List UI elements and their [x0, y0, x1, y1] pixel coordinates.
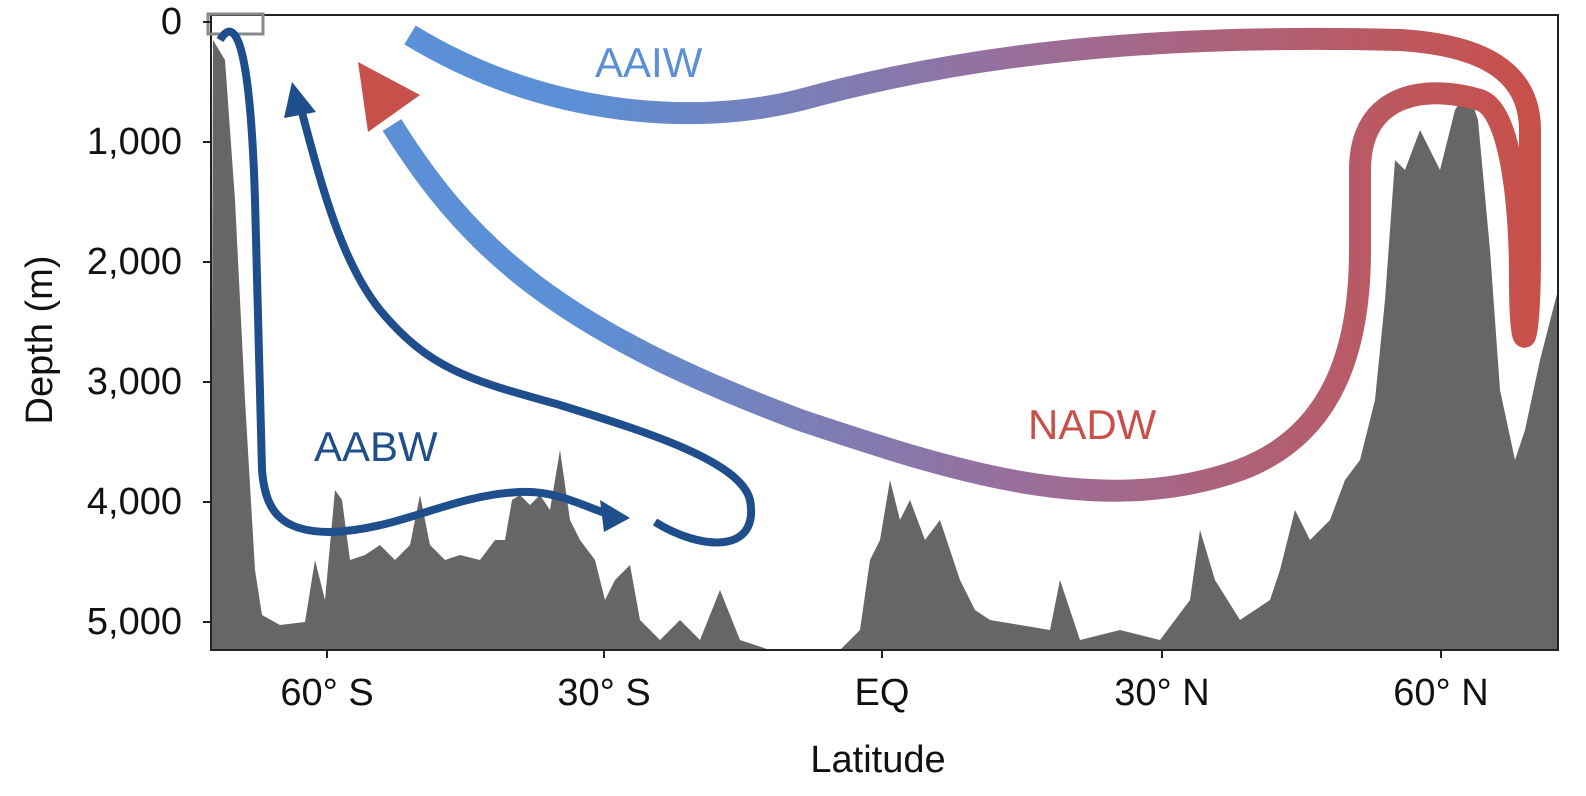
x-axis-title: Latitude — [810, 739, 945, 781]
ticks — [203, 21, 1442, 658]
x-tick-label: 30° S — [557, 672, 650, 714]
y-tick-label: 1,000 — [87, 121, 182, 163]
aabw-label: AABW — [314, 423, 438, 470]
bathymetry — [211, 40, 1558, 650]
y-tick-label: 3,000 — [87, 361, 182, 403]
aabw-arrowhead — [600, 500, 630, 532]
x-tick-label: 30° N — [1114, 672, 1209, 714]
y-tick-label: 2,000 — [87, 241, 182, 283]
y-tick-label: 0 — [161, 1, 182, 43]
nadw-label: NADW — [1028, 401, 1157, 448]
x-tick-label: EQ — [855, 672, 910, 714]
y-tick-label: 4,000 — [87, 481, 182, 523]
nadw-arrowhead — [358, 62, 420, 132]
aabw-flow — [216, 27, 617, 537]
y-axis-title: Depth (m) — [19, 256, 61, 425]
aaiw-nadw-flow — [382, 25, 1541, 502]
plot-frame — [210, 14, 1559, 651]
x-tick-label: 60° N — [1393, 672, 1488, 714]
aaiw-label: AAIW — [595, 39, 703, 86]
aabw-return-flow — [296, 103, 756, 547]
y-tick-label: 5,000 — [87, 601, 182, 643]
aabw-return-arrowhead — [284, 82, 316, 118]
x-tick-label: 60° S — [280, 672, 373, 714]
